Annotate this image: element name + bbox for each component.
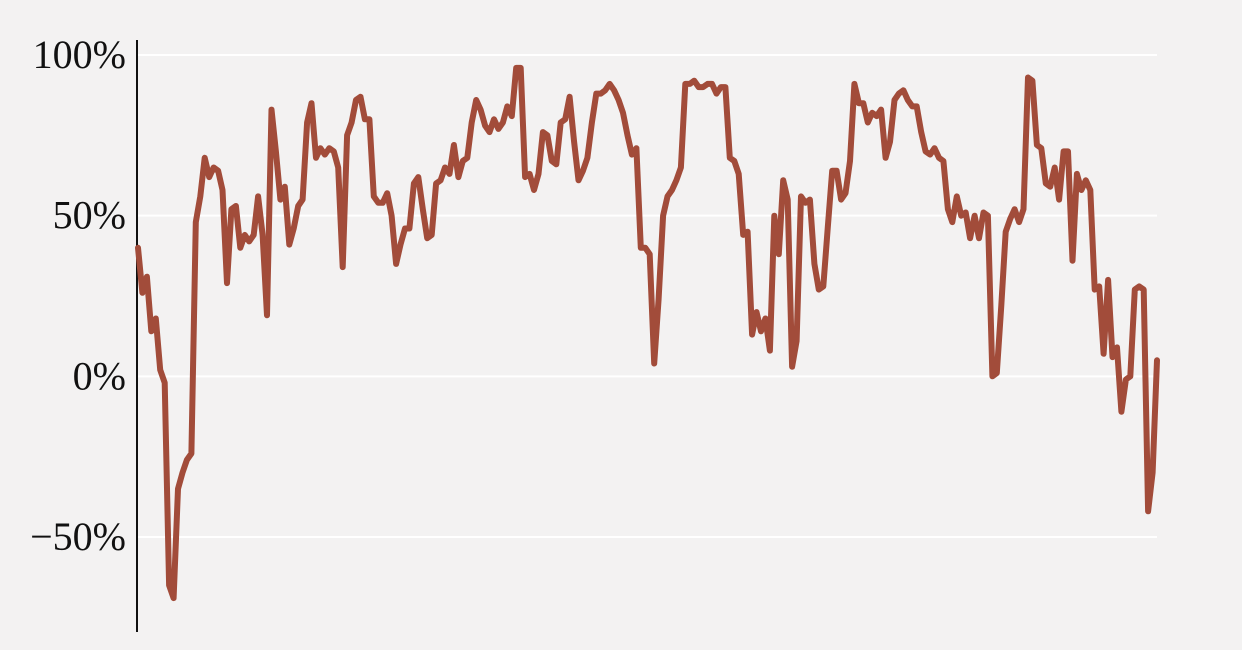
y-tick-label-0: 0% — [73, 353, 126, 398]
series-line — [135, 64, 1160, 602]
y-tick-label-neg50: −50% — [30, 514, 126, 559]
y-tick-labels: 100% 50% 0% −50% — [30, 32, 126, 559]
y-tick-label-100: 100% — [33, 32, 126, 77]
y-tick-label-50: 50% — [53, 193, 126, 238]
